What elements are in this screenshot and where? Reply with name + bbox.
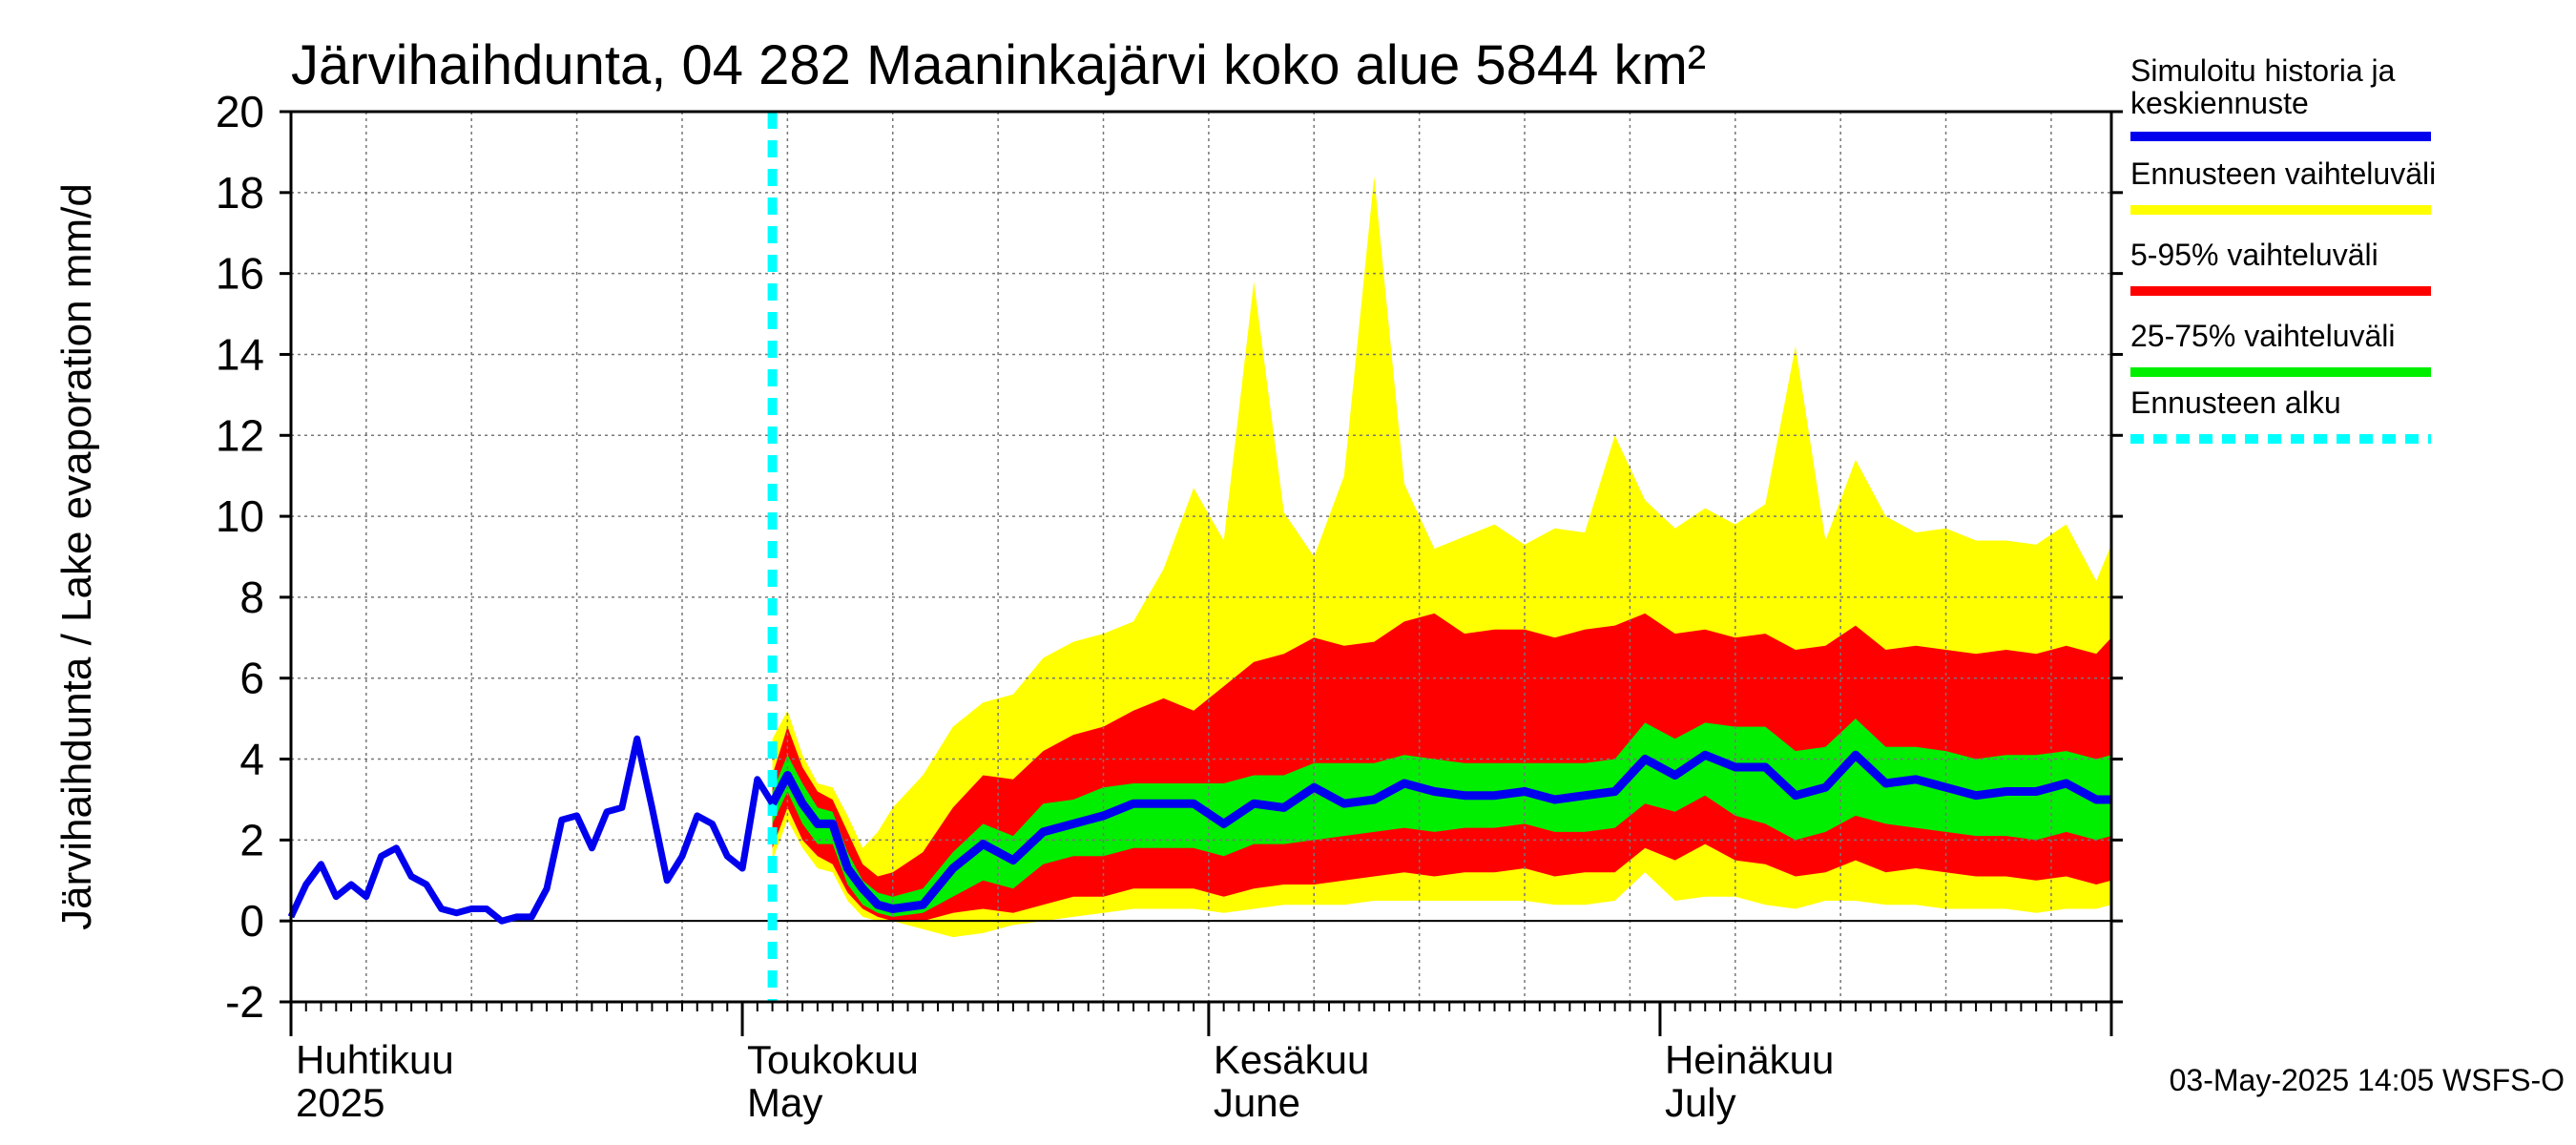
legend-label: Ennusteen vaihteluväli [2130, 156, 2436, 191]
y-tick-label: 18 [216, 168, 264, 218]
footer-timestamp: 03-May-2025 14:05 WSFS-O [2170, 1063, 2565, 1097]
forecast-bands [772, 176, 2111, 938]
legend-label: Simuloitu historia ja [2130, 53, 2396, 88]
month-label-fi: Kesäkuu [1214, 1037, 1369, 1082]
y-tick-label: 8 [239, 572, 264, 622]
series-lines [287, 735, 2111, 925]
axes [280, 110, 2123, 1036]
y-tick-label: 0 [239, 896, 264, 946]
month-label-en: May [747, 1080, 822, 1125]
month-label-en: July [1665, 1080, 1736, 1125]
y-tick-labels: -2 0 2 4 6 8 10 12 14 16 18 20 [216, 87, 264, 1027]
band-25-75 [772, 718, 2111, 917]
month-label-fi: Toukokuu [747, 1037, 919, 1082]
y-tick-label: 6 [239, 654, 264, 703]
month-label-fi: Heinäkuu [1665, 1037, 1834, 1082]
y-tick-label: 14 [216, 329, 264, 379]
y-tick-label: -2 [225, 977, 264, 1027]
y-tick-label: 10 [216, 491, 264, 541]
chart-title: Järvihaihdunta, 04 282 Maaninkajärvi kok… [291, 34, 1706, 96]
y-tick-label: 2 [239, 815, 264, 864]
month-label-fi: Huhtikuu [296, 1037, 454, 1082]
legend-label: 5-95% vaihteluväli [2130, 238, 2379, 272]
y-tick-label: 16 [216, 249, 264, 299]
history-line [287, 735, 776, 925]
month-label-en: 2025 [296, 1080, 384, 1125]
y-tick-label: 4 [239, 735, 264, 784]
legend-label: Ennusteen alku [2130, 385, 2341, 420]
month-label-en: June [1214, 1080, 1300, 1125]
y-tick-label: 12 [216, 410, 264, 460]
median-forecast-line [768, 750, 2111, 913]
legend-label: 25-75% vaihteluväli [2130, 319, 2396, 353]
y-tick-label: 20 [216, 87, 264, 136]
plot-frame [289, 110, 2113, 1004]
y-axis-label: Järvihaihdunta / Lake evaporation mm/d [53, 183, 100, 930]
legend-label: keskiennuste [2130, 86, 2309, 120]
